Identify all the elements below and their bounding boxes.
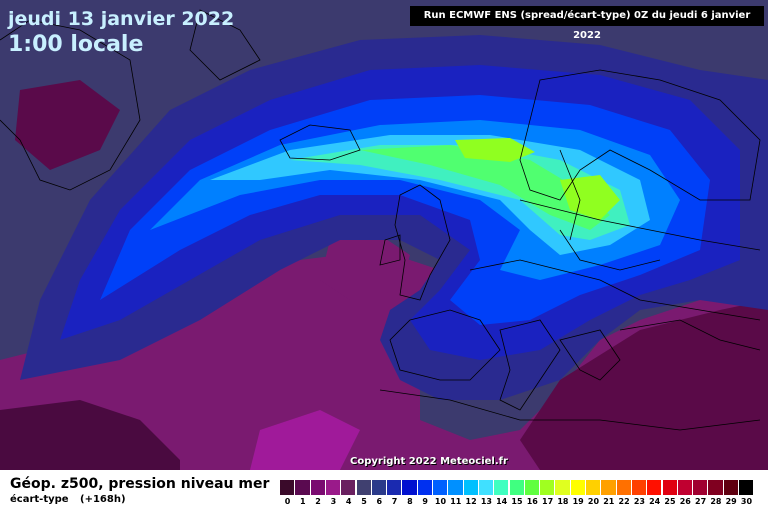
- legend-swatch: [524, 480, 541, 495]
- legend-label: 15: [511, 497, 523, 506]
- legend-label: 3: [330, 497, 337, 506]
- purple-zone-greenland: [15, 80, 120, 170]
- legend-swatch: [310, 480, 326, 495]
- legend-label: 23: [633, 497, 645, 506]
- legend-label: 2: [315, 497, 321, 506]
- lead-time: (+168h): [80, 494, 126, 505]
- purple-zone-atlantic: [320, 235, 410, 300]
- legend-swatch: [693, 480, 709, 495]
- legend-label: 14: [496, 497, 508, 506]
- legend-swatch: [433, 480, 449, 495]
- legend-label: 17: [542, 497, 554, 506]
- legend-swatch: [616, 480, 632, 495]
- legend-swatch: [555, 480, 571, 495]
- map-title: Géop. z500, pression niveau mer: [10, 476, 270, 492]
- legend-swatch: [463, 480, 479, 495]
- legend-label: 25: [664, 497, 676, 506]
- legend-swatch: [387, 480, 403, 495]
- legend-swatch: [662, 480, 678, 495]
- coastlines: [0, 9, 761, 431]
- legend-label: 13: [480, 497, 492, 506]
- legend-swatch: [494, 480, 510, 495]
- dark-zone-se: [520, 300, 768, 470]
- legend-swatch: [586, 480, 602, 495]
- legend-label: 11: [450, 497, 462, 506]
- legend-label: 18: [557, 497, 569, 506]
- legend-swatch: [280, 480, 296, 495]
- magenta-zone-sw: [250, 410, 360, 470]
- legend-swatch: [448, 480, 464, 495]
- legend-label: 21: [603, 497, 615, 506]
- legend-label: 6: [376, 497, 383, 506]
- legend-label: 5: [361, 497, 367, 506]
- legend-swatch: [371, 480, 388, 495]
- map-subtitle: écart-type: [10, 494, 69, 505]
- legend-swatch: [417, 480, 433, 495]
- spread-band: [20, 35, 768, 400]
- legend-label: 4: [345, 497, 352, 506]
- legend-label: 9: [422, 497, 428, 506]
- legend-label: 0: [284, 497, 291, 506]
- legend-label: 19: [572, 497, 584, 506]
- legend-label: 20: [587, 497, 600, 506]
- legend-label: 12: [465, 497, 477, 506]
- legend-swatch: [402, 480, 418, 495]
- legend-swatch: [723, 480, 739, 495]
- copyright: Copyright 2022 Meteociel.fr: [350, 456, 508, 467]
- legend-swatch: [478, 480, 495, 495]
- legend-label: 26: [679, 497, 691, 506]
- run-info: Run ECMWF ENS (spread/écart-type) 0Z du …: [410, 6, 764, 41]
- legend-swatch: [708, 480, 724, 495]
- legend-swatch: [295, 480, 311, 495]
- legend-label: 8: [407, 497, 413, 506]
- color-legend: 0 1 2 3 4 5 6 7 8 9 10 11 12 13 14 15 16 17 18 19 20 21 22 23 24…: [280, 480, 755, 510]
- legend-label: 10: [434, 497, 447, 506]
- forecast-date: jeudi 13 janvier 2022: [8, 8, 235, 30]
- legend-swatch: [570, 480, 586, 495]
- legend-swatch: [540, 480, 556, 495]
- legend-label: 7: [391, 497, 398, 506]
- legend-swatch: [677, 480, 694, 495]
- legend-label: 24: [649, 497, 661, 506]
- legend-swatch: [739, 480, 755, 495]
- legend-label: 28: [710, 497, 722, 506]
- legend-swatch: [647, 480, 663, 495]
- legend-label: 16: [526, 497, 538, 506]
- dark-zone-sw: [0, 400, 180, 470]
- legend-label: 30: [740, 497, 753, 506]
- legend-swatch: [356, 480, 372, 495]
- spread-map: [0, 0, 768, 470]
- legend-label: 22: [618, 497, 630, 506]
- legend-swatch: [601, 480, 617, 495]
- legend-label: 27: [695, 497, 707, 506]
- legend-swatch: [631, 480, 648, 495]
- legend-swatch: [341, 480, 357, 495]
- legend-label: 29: [725, 497, 737, 506]
- legend-label: 1: [300, 497, 306, 506]
- legend-swatch: [325, 480, 342, 495]
- legend-swatch: [509, 480, 525, 495]
- forecast-time: 1:00 locale: [8, 32, 144, 57]
